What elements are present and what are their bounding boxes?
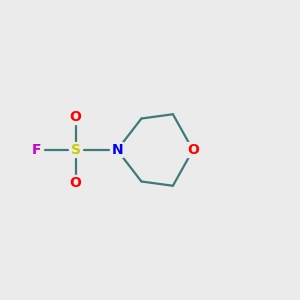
Text: N: N [111,143,123,157]
Text: O: O [70,176,82,190]
Text: F: F [32,143,42,157]
Text: O: O [187,143,199,157]
Text: S: S [70,143,81,157]
Text: O: O [70,110,82,124]
